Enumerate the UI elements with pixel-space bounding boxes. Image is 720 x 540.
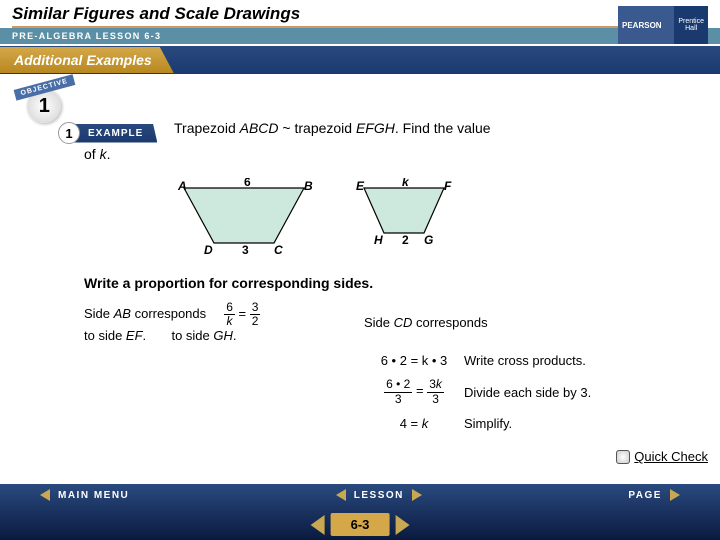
svg-text:G: G bbox=[424, 233, 433, 244]
step-row-1: Side AB corresponds 6k = 32 to side EF. … bbox=[84, 301, 700, 343]
trapezoid-abcd-svg: A 6 B D 3 C bbox=[174, 178, 314, 256]
svg-text:H: H bbox=[374, 233, 383, 244]
problem-prompt: Trapezoid ABCD ~ trapezoid EFGH. Find th… bbox=[174, 120, 700, 136]
lesson-arrow-right-icon bbox=[412, 489, 422, 501]
t: ~ trapezoid bbox=[279, 120, 356, 136]
t: EFGH bbox=[356, 120, 395, 136]
t: 2 bbox=[250, 315, 261, 328]
t: Side bbox=[84, 306, 114, 321]
lesson-arrow-left-icon bbox=[336, 489, 346, 501]
logo-prentice-hall: Prentice Hall bbox=[674, 6, 708, 44]
t: of bbox=[84, 146, 100, 162]
page-label: PAGE bbox=[628, 490, 662, 501]
trapezoid-efgh-svg: E k F H 2 G bbox=[354, 178, 454, 244]
svg-text:F: F bbox=[444, 179, 452, 193]
t: 6 bbox=[224, 301, 235, 315]
expl2: Write cross products. bbox=[464, 353, 586, 368]
t: CD bbox=[394, 315, 413, 330]
logo-text-bot: Hall bbox=[685, 25, 697, 32]
eq4: 4 = k bbox=[364, 416, 464, 431]
t: 3 bbox=[427, 393, 444, 406]
step-row-4: 4 = k Simplify. bbox=[84, 416, 700, 431]
main-menu-arrow-icon bbox=[40, 489, 50, 501]
t: Side bbox=[364, 315, 394, 330]
lesson-subhead: PRE-ALGEBRA LESSON 6-3 bbox=[0, 28, 720, 44]
t: . bbox=[143, 328, 147, 343]
t: AB bbox=[114, 306, 131, 321]
eq2: 6 • 2 = k • 3 bbox=[364, 353, 464, 368]
t: to side bbox=[171, 328, 213, 343]
t: 6 • 2 = k • 3 bbox=[381, 353, 448, 368]
t: GH bbox=[213, 328, 233, 343]
t: 3k bbox=[427, 378, 444, 392]
t: EF bbox=[126, 328, 143, 343]
trapezoid-abcd: A 6 B D 3 C bbox=[174, 178, 314, 259]
page-arrow-icon bbox=[670, 489, 680, 501]
t: 6 • 2 bbox=[384, 378, 412, 392]
t: = bbox=[416, 384, 424, 399]
eq3: 6 • 23 = 3k3 bbox=[364, 378, 464, 405]
t: k bbox=[224, 315, 235, 328]
content-area: Trapezoid ABCD ~ trapezoid EFGH. Find th… bbox=[84, 120, 700, 431]
svg-text:A: A bbox=[177, 179, 187, 193]
trapezoid-efgh: E k F H 2 G bbox=[354, 178, 454, 259]
problem-prompt-2: of k. bbox=[84, 146, 700, 162]
t: corresponds bbox=[131, 306, 206, 321]
additional-examples-bar: Additional Examples bbox=[0, 46, 720, 74]
additional-examples-tab: Additional Examples bbox=[0, 47, 174, 73]
objective-badge: OBJECTIVE 1 bbox=[14, 82, 75, 123]
step-row-2: 6 • 2 = k • 3 Write cross products. bbox=[84, 353, 700, 368]
t: corresponds bbox=[412, 315, 487, 330]
quick-check-label: Quick Check bbox=[634, 449, 708, 464]
svg-text:C: C bbox=[274, 243, 283, 256]
quick-check-link[interactable]: Quick Check bbox=[616, 449, 708, 464]
logo-text-top: Prentice bbox=[678, 18, 704, 25]
t: 3 bbox=[250, 301, 261, 315]
t: . Find the value bbox=[395, 120, 491, 136]
step-row-3: 6 • 23 = 3k3 Divide each side by 3. bbox=[84, 378, 700, 405]
figures-row: A 6 B D 3 C E k F H 2 G bbox=[174, 178, 700, 259]
svg-text:E: E bbox=[356, 179, 365, 193]
step-title: Write a proportion for corresponding sid… bbox=[84, 275, 700, 291]
t: to side bbox=[84, 328, 126, 343]
t: k bbox=[100, 146, 107, 162]
step1-right: Side CD corresponds bbox=[364, 315, 488, 330]
logo-pearson: PEARSON bbox=[618, 6, 674, 44]
main-menu-button[interactable]: MAIN MENU bbox=[58, 490, 129, 501]
t: 3 bbox=[384, 393, 412, 406]
svg-text:3: 3 bbox=[242, 243, 249, 256]
publisher-logo: PEARSON Prentice Hall bbox=[618, 6, 708, 44]
t: = bbox=[239, 306, 247, 321]
step1-left: Side AB corresponds 6k = 32 to side EF. … bbox=[84, 301, 364, 343]
t: ABCD bbox=[240, 120, 279, 136]
expl4: Simplify. bbox=[464, 416, 512, 431]
lesson-button[interactable]: LESSON bbox=[354, 490, 404, 501]
svg-text:B: B bbox=[304, 179, 313, 193]
page-next-button[interactable] bbox=[395, 515, 409, 535]
footer-bar: MAIN MENU LESSON PAGE 6-3 bbox=[0, 484, 720, 540]
svg-text:2: 2 bbox=[402, 233, 409, 244]
svg-text:6: 6 bbox=[244, 178, 251, 189]
svg-text:k: k bbox=[402, 178, 410, 189]
quick-check-icon bbox=[616, 450, 630, 464]
t: Trapezoid bbox=[174, 120, 240, 136]
example-number: 1 bbox=[58, 122, 80, 144]
page-prev-button[interactable] bbox=[311, 515, 325, 535]
page-number: 6-3 bbox=[331, 513, 390, 536]
svg-text:D: D bbox=[204, 243, 213, 256]
page-title: Similar Figures and Scale Drawings bbox=[12, 4, 708, 24]
t: . bbox=[233, 328, 237, 343]
page-control: 6-3 bbox=[311, 513, 410, 536]
expl3: Divide each side by 3. bbox=[464, 385, 591, 400]
t: . bbox=[107, 146, 111, 162]
